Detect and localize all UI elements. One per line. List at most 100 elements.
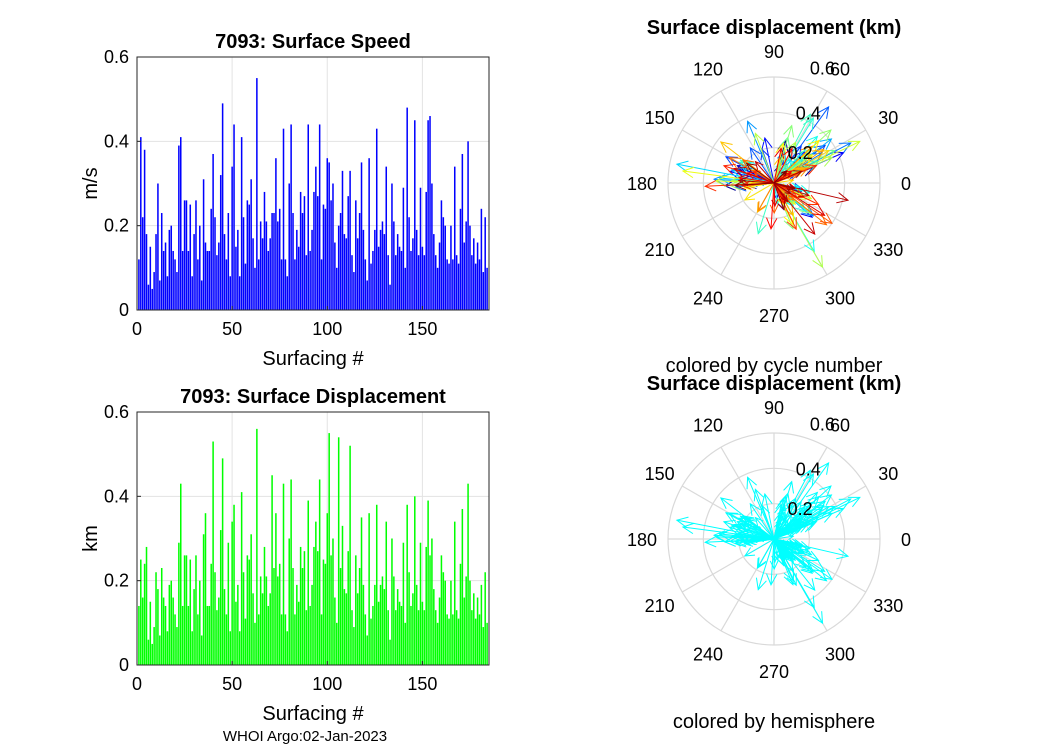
bar — [486, 267, 488, 310]
vector-arrowhead — [847, 496, 861, 508]
bar — [238, 276, 241, 310]
x-tick-label: 150 — [407, 319, 437, 339]
bar — [284, 614, 287, 665]
bar — [381, 221, 384, 310]
bar — [484, 572, 486, 665]
bar — [318, 124, 321, 310]
bar — [225, 614, 228, 665]
vector-arrowhead — [812, 255, 824, 269]
vector-arrow — [744, 538, 775, 557]
bar — [358, 568, 361, 665]
bar — [145, 546, 148, 665]
bar — [244, 263, 247, 310]
bar — [183, 555, 186, 665]
bar — [204, 513, 207, 665]
bar — [476, 242, 479, 310]
bar — [185, 200, 188, 310]
vector-arrowhead — [775, 498, 787, 512]
bar — [273, 568, 275, 665]
radial-tick-label: 0.6 — [810, 415, 835, 435]
bar — [286, 631, 289, 665]
bar — [429, 555, 431, 665]
bar — [267, 605, 270, 665]
vector-arrow — [757, 182, 775, 234]
vector-arrowhead — [785, 141, 797, 155]
vector-arrowhead — [820, 212, 833, 225]
bar — [433, 589, 435, 665]
bar — [339, 213, 342, 310]
bar — [250, 179, 252, 310]
bar — [202, 179, 205, 310]
bar — [225, 259, 228, 310]
bar — [440, 555, 443, 665]
y-tick-label: 0.2 — [104, 216, 129, 236]
bar — [375, 504, 378, 665]
vector-arrowhead — [743, 191, 756, 201]
vector-arrowhead — [733, 522, 747, 534]
vector-arrow — [754, 133, 775, 184]
vector-arrowhead — [771, 555, 779, 564]
vector-arrowhead — [741, 180, 752, 190]
angle-tick-label: 90 — [764, 398, 784, 418]
vector-arrowhead — [847, 140, 861, 152]
bar — [231, 521, 233, 665]
vector-arrowhead — [769, 560, 779, 571]
bar — [345, 593, 348, 665]
bar — [181, 250, 184, 310]
bar — [159, 280, 161, 310]
bar — [305, 255, 308, 310]
vector-arrowhead — [756, 558, 766, 570]
bar — [421, 601, 424, 665]
angle-tick-label: 330 — [873, 596, 903, 616]
compass-cycle-chart: 0.2 0.4 0.6 0 30 60 90 120 150 180 210 240 270 300 330… — [627, 17, 911, 377]
bar — [334, 597, 336, 665]
bar — [149, 601, 152, 665]
bar — [351, 255, 353, 310]
bar — [482, 627, 485, 665]
vector-arrowhead — [803, 595, 815, 609]
bar — [181, 605, 184, 665]
bar — [377, 601, 380, 665]
vector-arrow — [770, 182, 775, 229]
vector-arrowhead — [794, 199, 807, 212]
bar — [336, 267, 338, 310]
vector-arrowhead — [819, 138, 833, 150]
bar — [459, 208, 462, 310]
vector-arrow — [764, 137, 775, 184]
bar — [315, 166, 317, 310]
bar — [353, 627, 355, 665]
bar — [436, 267, 439, 310]
vector-arrowhead — [784, 553, 795, 563]
bar — [396, 234, 399, 310]
bar — [170, 225, 173, 310]
bar — [471, 610, 473, 665]
x-axis-label: Surfacing # — [262, 348, 364, 370]
vector-arrow — [747, 121, 775, 184]
bar — [317, 196, 319, 310]
vector-arrowhead — [800, 153, 814, 166]
vector-arrowhead — [681, 166, 695, 179]
vector-arrow — [749, 147, 775, 184]
bar — [299, 546, 302, 665]
vector-arrow — [773, 538, 819, 561]
bar — [172, 250, 174, 310]
bar — [178, 542, 180, 665]
bar — [244, 618, 247, 665]
vector-arrow — [773, 164, 789, 184]
bar — [151, 288, 153, 310]
vector-arrow — [735, 538, 775, 542]
bar — [436, 622, 439, 665]
vector-arrowhead — [771, 199, 779, 208]
bar — [189, 559, 192, 665]
bar — [277, 576, 279, 665]
bar — [438, 242, 441, 310]
bar — [174, 614, 176, 665]
bar — [254, 622, 256, 665]
vector-arrowhead — [803, 239, 815, 253]
vector-arrowhead — [817, 106, 830, 119]
vector-arrowhead — [819, 494, 833, 506]
bar — [141, 597, 144, 665]
bar — [474, 618, 477, 665]
footer-text: WHOI Argo:02-Jan-2023 — [223, 728, 387, 745]
vector-arrowhead — [718, 529, 731, 541]
